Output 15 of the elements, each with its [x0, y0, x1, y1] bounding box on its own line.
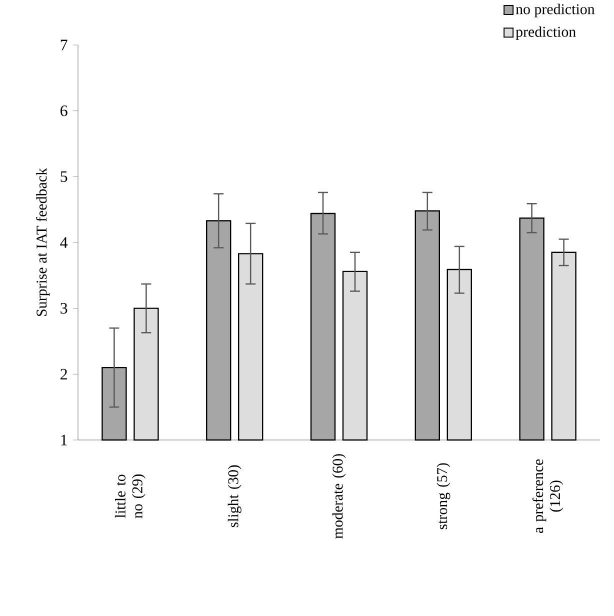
x-tick-label: strong (57): [436, 463, 450, 530]
y-tick-label: 1: [61, 434, 67, 446]
y-tick-label: 2: [60, 368, 67, 380]
legend-label: prediction: [516, 26, 576, 40]
y-tick-label: 6: [60, 105, 68, 116]
y-tick-label: 5: [60, 171, 68, 182]
x-tick-label: a preference (126): [532, 459, 564, 533]
legend-label: no prediction: [516, 4, 595, 18]
x-tick-label: moderate (60): [332, 454, 346, 539]
y-tick-label: 7: [60, 40, 68, 50]
x-tick-label: little to no (29): [114, 474, 146, 518]
x-tick-label: slight (30): [228, 465, 242, 528]
y-tick-label: 3: [60, 302, 68, 314]
y-tick-label: 4: [60, 237, 68, 248]
y-axis-title: Surprise at IAT feedback: [36, 168, 50, 316]
